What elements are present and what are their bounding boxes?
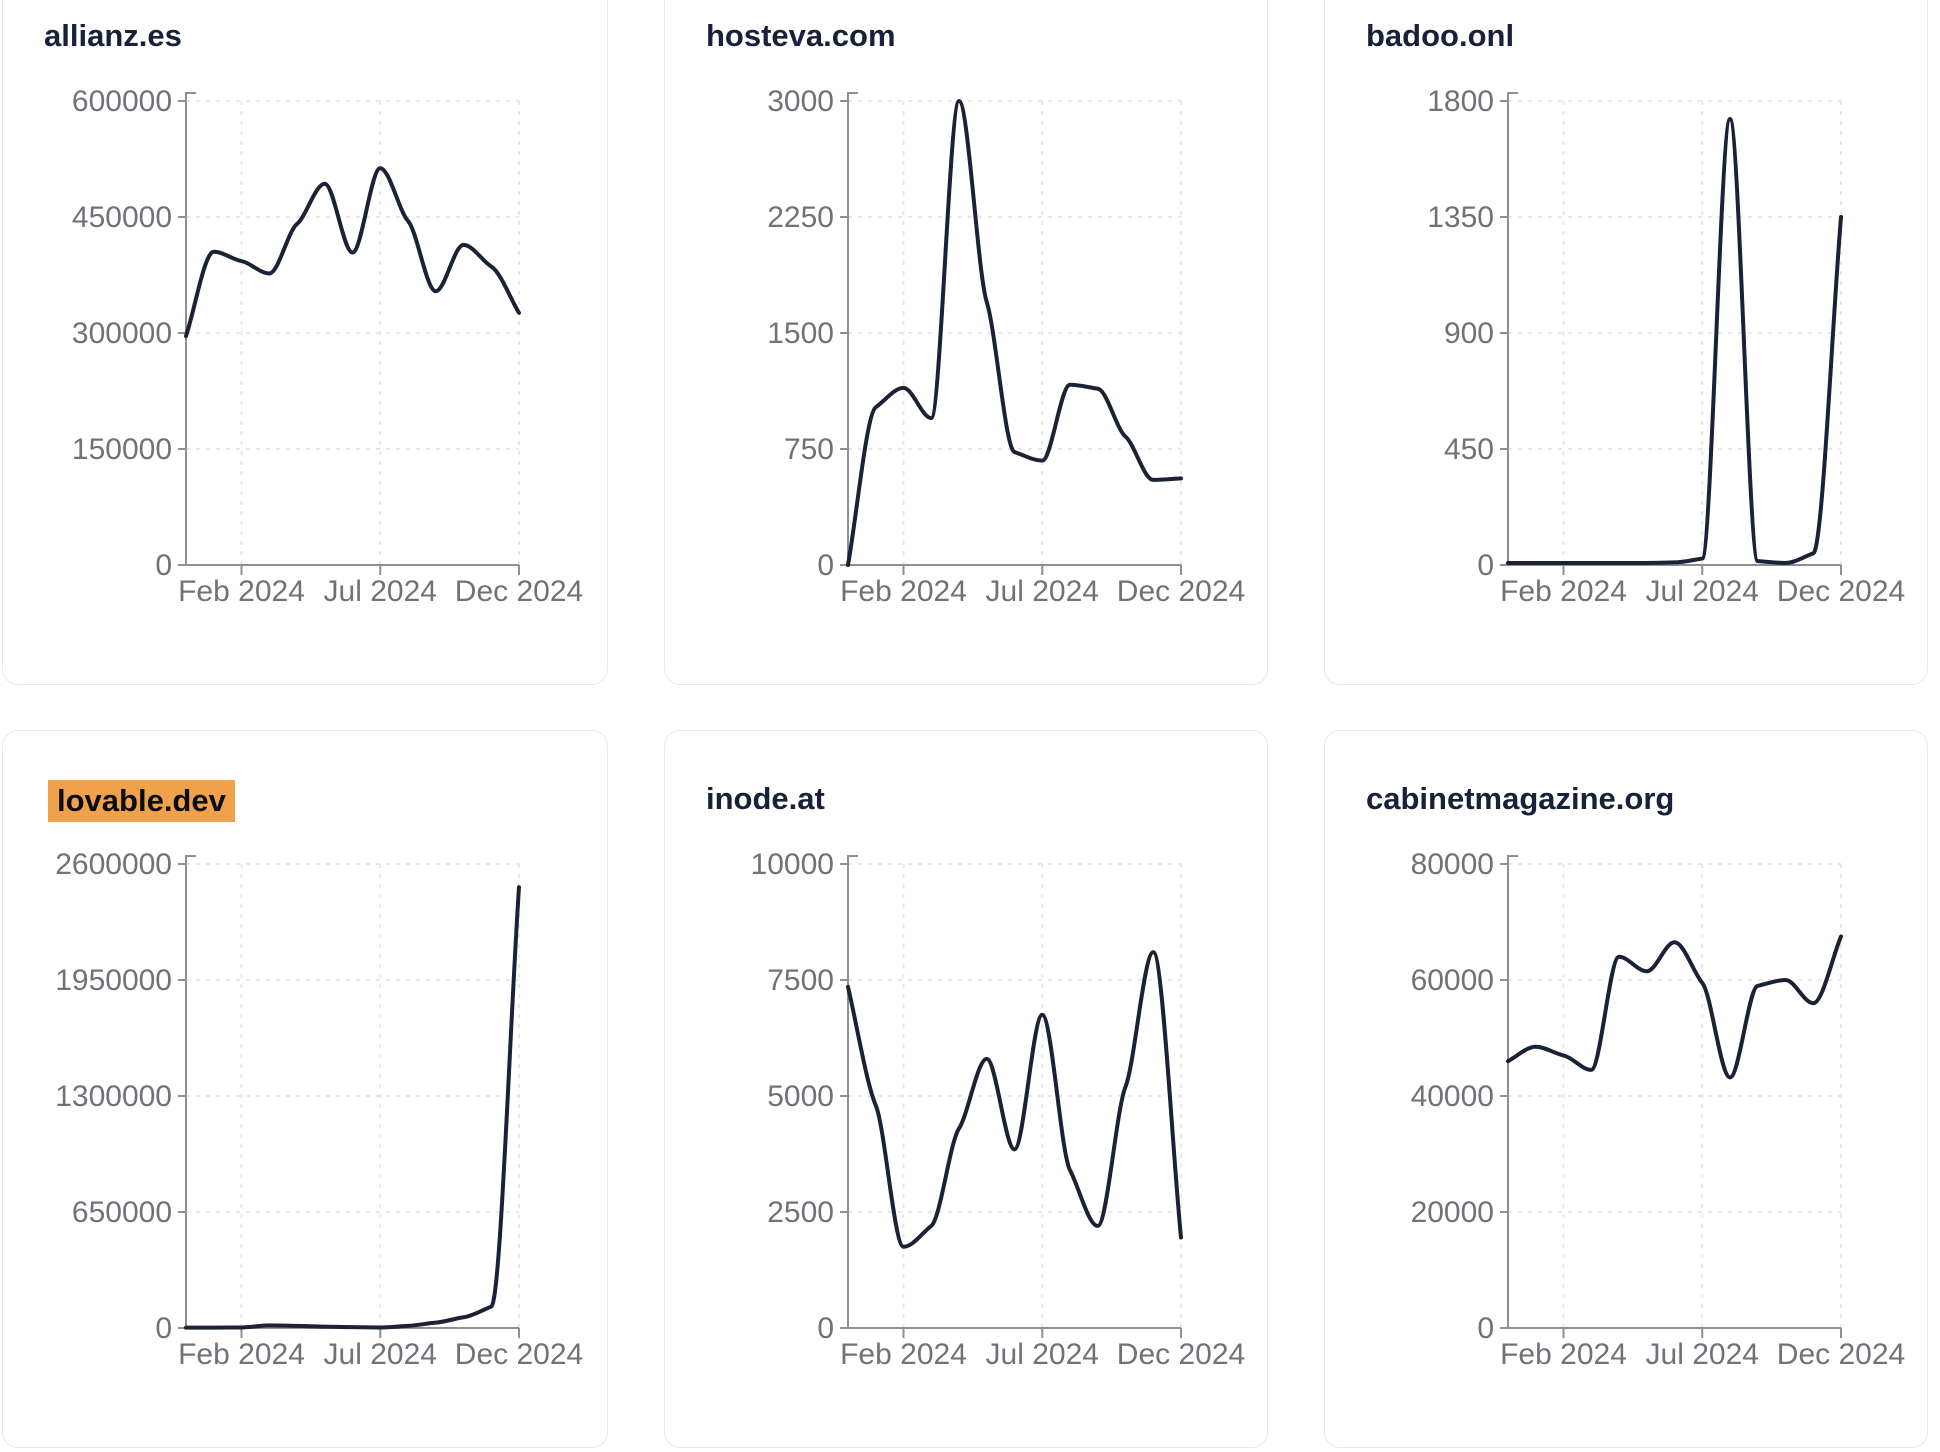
trend-line: [1506, 934, 1843, 1080]
domain-label[interactable]: inode.at: [706, 781, 825, 816]
y-tick-label: 20000: [1411, 1196, 1494, 1229]
y-axis: [1507, 855, 1518, 1328]
y-tick-label: 0: [155, 549, 172, 582]
y-tick-label: 750: [784, 433, 834, 466]
y-tick-label: 0: [1477, 1312, 1494, 1345]
chart-title[interactable]: allianz.es: [44, 17, 182, 55]
x-tick-label: Jul 2024: [324, 575, 437, 608]
y-tick-label: 450: [1444, 433, 1494, 466]
highlighted-domain-label[interactable]: lovable.dev: [48, 780, 235, 822]
x-tick-label: Feb 2024: [1500, 575, 1627, 608]
y-axis: [847, 855, 858, 1328]
domain-label[interactable]: badoo.onl: [1366, 18, 1515, 53]
y-tick-label: 3000: [767, 85, 834, 118]
chart-card-hosteva-com: hosteva.com 0 750 1500 2250 3000 Feb 2024 Jul …: [664, 0, 1268, 685]
y-tick-label: 0: [817, 1312, 834, 1345]
x-tick-label: Dec 2024: [1117, 575, 1245, 608]
y-axis: [185, 92, 196, 565]
line-chart-inode-at: 0 2500 5000 7500 10000 Feb 2024 Jul 2024 Dec 20…: [751, 848, 1246, 1371]
chart-card-lovable-dev: lovable.dev 0 650000 1300000 1950000 2600000…: [2, 730, 608, 1448]
x-tick-label: Dec 2024: [1777, 575, 1905, 608]
y-tick-label: 1350: [1427, 201, 1494, 234]
chart-title[interactable]: inode.at: [706, 780, 825, 818]
trend-line: [846, 99, 1183, 567]
x-tick-label: Jul 2024: [1646, 575, 1759, 608]
domain-label[interactable]: allianz.es: [44, 18, 182, 53]
domain-label[interactable]: cabinetmagazine.org: [1366, 781, 1675, 816]
y-axis: [185, 855, 196, 1328]
y-tick-label: 60000: [1411, 964, 1494, 997]
x-tick-label: Dec 2024: [455, 575, 583, 608]
y-tick-label: 600000: [72, 85, 172, 118]
y-tick-label: 1950000: [55, 964, 172, 997]
y-tick-label: 0: [155, 1312, 172, 1345]
chart-card-cabinetmagazine-org: cabinetmagazine.org 0 20000 40000 60000 8000…: [1324, 730, 1928, 1448]
x-tick-label: Feb 2024: [178, 1338, 305, 1371]
y-tick-label: 1800: [1427, 85, 1494, 118]
line-chart-allianz-es: 0 150000 300000 450000 600000 Feb 2024 Jul 202…: [72, 85, 583, 608]
x-tick-label: Feb 2024: [840, 1338, 967, 1371]
y-tick-label: 40000: [1411, 1080, 1494, 1113]
x-tick-label: Feb 2024: [840, 575, 967, 608]
trend-line: [184, 166, 521, 339]
y-tick-label: 0: [1477, 549, 1494, 582]
x-tick-label: Dec 2024: [1777, 1338, 1905, 1371]
y-tick-label: 1500: [767, 317, 834, 350]
y-tick-label: 10000: [751, 848, 834, 881]
chart-title[interactable]: hosteva.com: [706, 17, 896, 55]
y-axis: [847, 92, 858, 565]
chart-title[interactable]: cabinetmagazine.org: [1366, 780, 1674, 818]
x-tick-label: Jul 2024: [986, 1338, 1099, 1371]
chart-title[interactable]: badoo.onl: [1366, 17, 1514, 55]
x-tick-label: Feb 2024: [1500, 1338, 1627, 1371]
y-tick-label: 900: [1444, 317, 1494, 350]
y-tick-label: 1300000: [55, 1080, 172, 1113]
x-tick-label: Feb 2024: [178, 575, 305, 608]
chart-card-inode-at: inode.at 0 2500 5000 7500 10000 Feb 2024 Jul 2…: [664, 730, 1268, 1448]
y-tick-label: 0: [817, 549, 834, 582]
x-tick-label: Dec 2024: [455, 1338, 583, 1371]
x-tick-label: Jul 2024: [1646, 1338, 1759, 1371]
y-tick-label: 80000: [1411, 848, 1494, 881]
y-tick-label: 2250: [767, 201, 834, 234]
y-tick-label: 150000: [72, 433, 172, 466]
chart-card-badoo-onl: badoo.onl 0 450 900 1350 1800 Feb 2024 Jul 202…: [1324, 0, 1928, 685]
y-tick-label: 300000: [72, 317, 172, 350]
y-tick-label: 650000: [72, 1196, 172, 1229]
line-chart-badoo-onl: 0 450 900 1350 1800 Feb 2024 Jul 2024 Dec 2024: [1427, 85, 1905, 608]
trend-line: [1506, 117, 1843, 565]
y-axis: [1507, 92, 1518, 565]
trend-line: [184, 885, 521, 1330]
x-tick-label: Jul 2024: [324, 1338, 437, 1371]
domain-label[interactable]: hosteva.com: [706, 18, 896, 53]
y-tick-label: 7500: [767, 964, 834, 997]
line-chart-hosteva-com: 0 750 1500 2250 3000 Feb 2024 Jul 2024 Dec 2024: [767, 85, 1245, 608]
x-tick-label: Dec 2024: [1117, 1338, 1245, 1371]
line-chart-lovable-dev: 0 650000 1300000 1950000 2600000 Feb 2024 Jul …: [55, 848, 583, 1371]
chart-title[interactable]: lovable.dev: [44, 780, 235, 822]
line-chart-cabinetmagazine-org: 0 20000 40000 60000 80000 Feb 2024 Jul 2024 Dec…: [1411, 848, 1906, 1371]
chart-card-allianz-es: allianz.es 0 150000 300000 450000 600000 Feb …: [2, 0, 608, 685]
y-tick-label: 2600000: [55, 848, 172, 881]
y-tick-label: 450000: [72, 201, 172, 234]
trend-line: [846, 950, 1183, 1249]
y-tick-label: 2500: [767, 1196, 834, 1229]
y-tick-label: 5000: [767, 1080, 834, 1113]
x-tick-label: Jul 2024: [986, 575, 1099, 608]
